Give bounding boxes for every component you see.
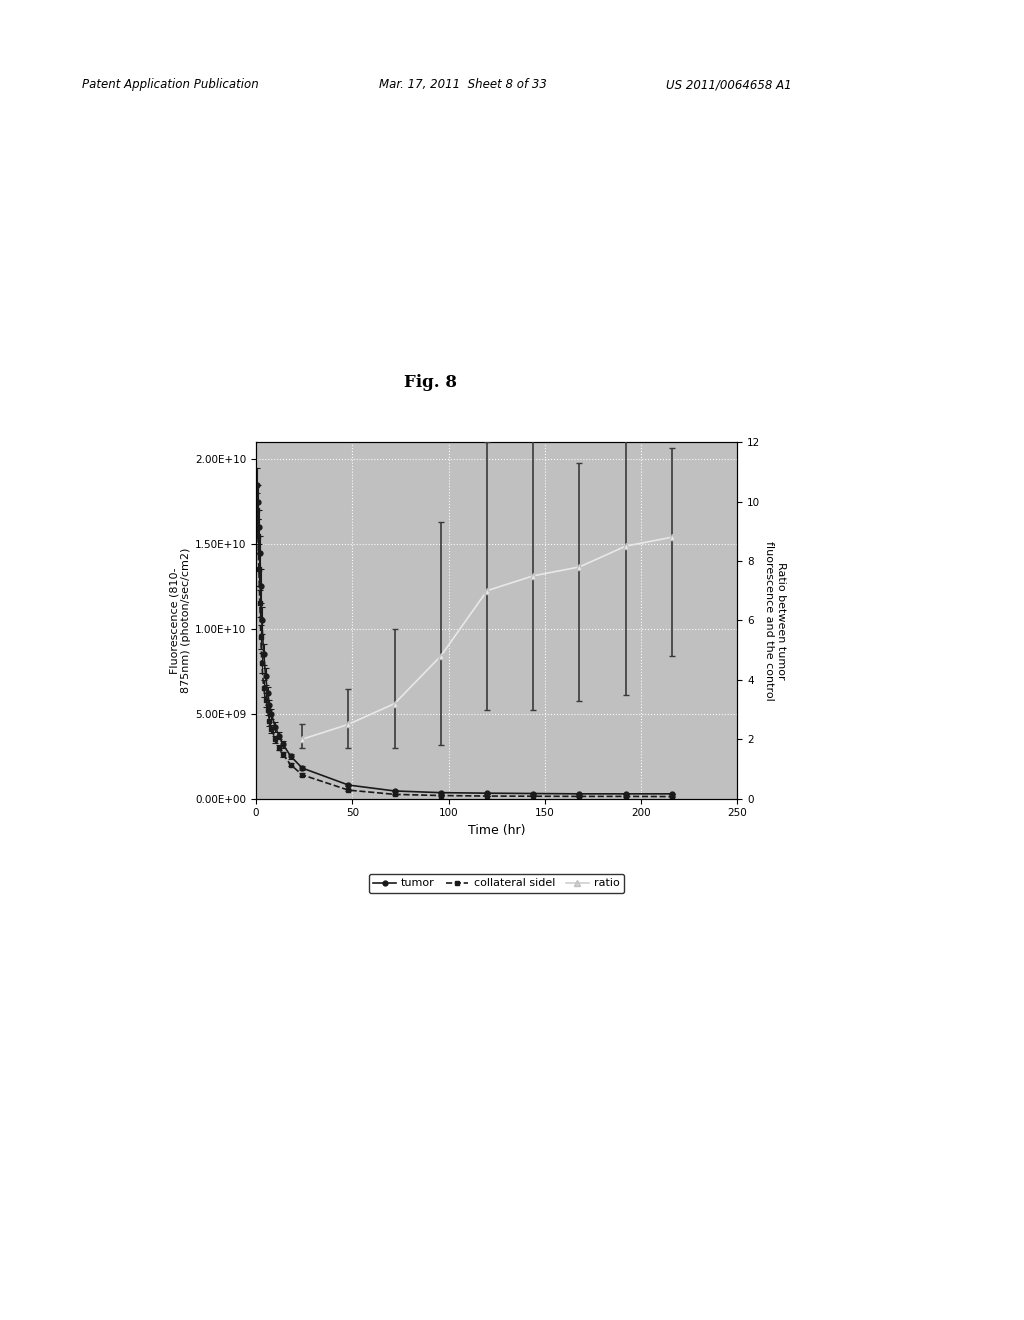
Y-axis label: Ratio between tumor
fluorescence and the control: Ratio between tumor fluorescence and the… bbox=[765, 540, 786, 701]
X-axis label: Time (hr): Time (hr) bbox=[468, 824, 525, 837]
Y-axis label: Fluorescence (810-
875nm) (photon/sec/cm2): Fluorescence (810- 875nm) (photon/sec/cm… bbox=[169, 548, 190, 693]
Text: Patent Application Publication: Patent Application Publication bbox=[82, 78, 259, 91]
Legend: tumor, collateral sidel, ratio: tumor, collateral sidel, ratio bbox=[369, 874, 625, 892]
Text: US 2011/0064658 A1: US 2011/0064658 A1 bbox=[666, 78, 792, 91]
Text: Mar. 17, 2011  Sheet 8 of 33: Mar. 17, 2011 Sheet 8 of 33 bbox=[379, 78, 547, 91]
Text: Fig. 8: Fig. 8 bbox=[403, 374, 457, 391]
